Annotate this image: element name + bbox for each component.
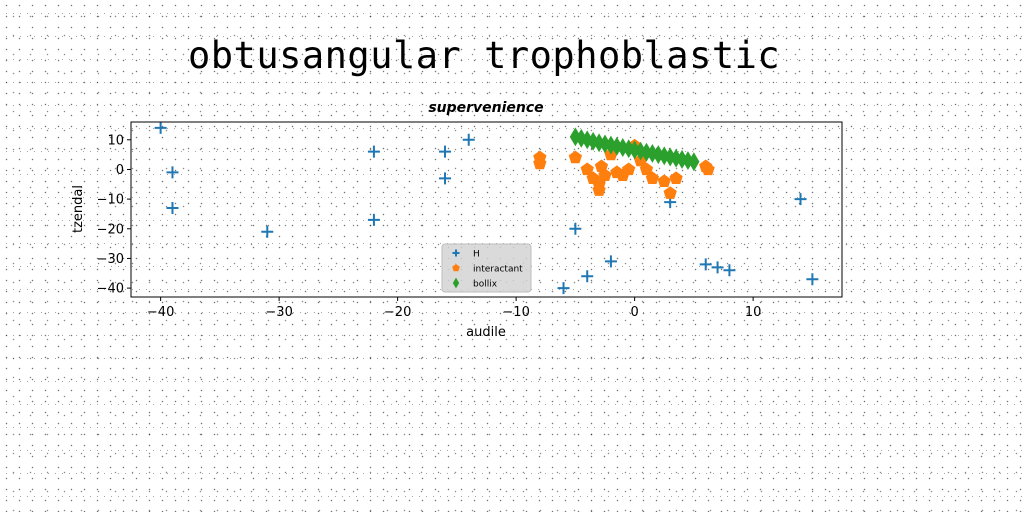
y-tick-label: −20 bbox=[97, 222, 124, 237]
data-point-bollix bbox=[587, 131, 599, 151]
x-tick-label: 0 bbox=[630, 305, 638, 320]
data-point-H bbox=[166, 202, 179, 215]
y-axis-label: tzendal bbox=[71, 185, 86, 233]
data-point-bollix bbox=[682, 151, 694, 171]
data-point-H bbox=[367, 213, 380, 226]
data-point-H bbox=[166, 166, 179, 179]
data-point-H bbox=[367, 145, 380, 158]
data-point-interactant bbox=[592, 183, 606, 196]
data-point-H bbox=[794, 193, 807, 206]
series-interactant bbox=[533, 138, 715, 199]
y-tick-label: −40 bbox=[97, 282, 124, 297]
data-point-H bbox=[581, 270, 594, 283]
data-point-H bbox=[723, 264, 736, 277]
data-point-bollix bbox=[670, 148, 682, 168]
legend-label-bollix: bollix bbox=[473, 280, 498, 290]
data-point-interactant bbox=[657, 174, 671, 187]
data-point-bollix bbox=[569, 127, 581, 147]
y-tick-label: −10 bbox=[97, 193, 124, 208]
data-point-H bbox=[604, 255, 617, 268]
data-point-bollix bbox=[640, 142, 653, 162]
data-point-interactant bbox=[701, 162, 715, 176]
data-point-bollix bbox=[688, 152, 700, 172]
legend-label-H: H bbox=[473, 250, 480, 260]
y-tick-label: −30 bbox=[97, 252, 124, 267]
data-point-H bbox=[439, 145, 452, 158]
data-point-interactant bbox=[598, 168, 612, 182]
data-point-H bbox=[261, 225, 274, 238]
data-point-bollix bbox=[634, 141, 647, 161]
y-tick-label: 0 bbox=[116, 163, 124, 178]
data-point-bollix bbox=[623, 139, 635, 159]
data-point-interactant bbox=[622, 162, 636, 176]
data-point-interactant bbox=[645, 171, 660, 185]
data-point-interactant bbox=[533, 156, 547, 170]
data-point-H bbox=[699, 258, 712, 271]
legend-marker-H bbox=[452, 249, 460, 257]
figure-suptitle: obtusangular trophoblastic bbox=[188, 34, 781, 77]
data-point-bollix bbox=[611, 136, 623, 156]
x-tick-label: −10 bbox=[502, 305, 529, 320]
plot-area bbox=[130, 121, 843, 298]
data-point-H bbox=[557, 282, 570, 295]
data-point-H bbox=[462, 133, 475, 146]
data-point-bollix bbox=[646, 143, 658, 163]
x-axis-label: audile bbox=[466, 325, 506, 340]
series-H bbox=[154, 121, 819, 295]
data-point-bollix bbox=[575, 128, 587, 148]
legend-box bbox=[441, 243, 532, 293]
legend-label-interactant: interactant bbox=[473, 265, 523, 275]
x-tick-label: 10 bbox=[745, 305, 762, 320]
data-point-interactant bbox=[669, 171, 683, 185]
y-tick-label: 10 bbox=[107, 133, 124, 148]
legend-marker-bollix bbox=[452, 277, 460, 289]
data-point-H bbox=[439, 172, 452, 185]
x-tick-label: −20 bbox=[384, 305, 411, 320]
data-point-interactant bbox=[663, 186, 677, 199]
data-point-H bbox=[711, 261, 724, 274]
x-tick-label: −30 bbox=[265, 305, 292, 320]
data-point-H bbox=[154, 121, 167, 134]
data-point-bollix bbox=[581, 130, 593, 150]
x-tick-label: −40 bbox=[147, 305, 174, 320]
data-point-interactant bbox=[568, 150, 583, 164]
data-point-bollix bbox=[664, 147, 676, 167]
series-bollix bbox=[569, 127, 700, 172]
chart-title: supervenience bbox=[428, 100, 543, 116]
data-point-H bbox=[806, 273, 819, 286]
data-point-bollix bbox=[605, 135, 617, 155]
data-point-interactant bbox=[639, 162, 654, 176]
data-point-H bbox=[569, 222, 582, 235]
legend-marker-interactant bbox=[452, 264, 460, 272]
data-point-interactant bbox=[580, 162, 594, 176]
